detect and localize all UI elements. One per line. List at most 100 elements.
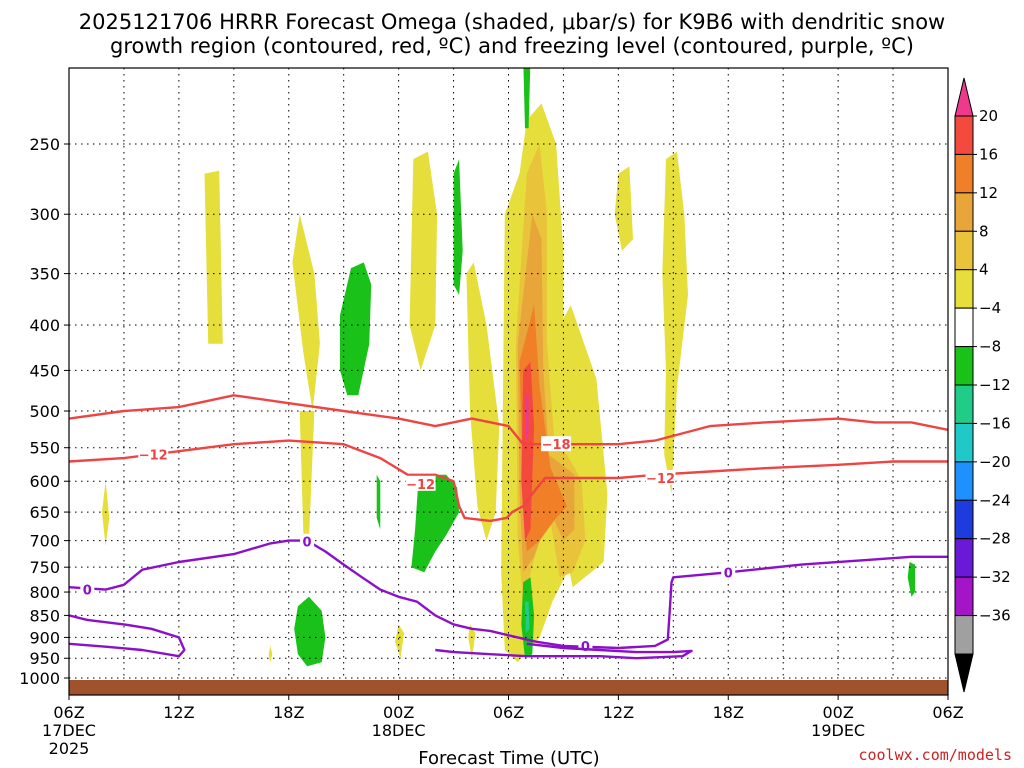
shade-4-6 bbox=[466, 262, 500, 541]
xtick-label-8: 06Z bbox=[932, 703, 963, 722]
colorbar-swatch-11 bbox=[954, 538, 974, 578]
red-minus-18-line bbox=[69, 394, 948, 446]
xtick-label-0: 06Z bbox=[53, 703, 84, 722]
colorbar-label-10: −24 bbox=[979, 491, 1011, 509]
omega-shading bbox=[102, 68, 915, 667]
chart-title-line1: 2025121706 HRRR Forecast Omega (shaded, … bbox=[79, 10, 945, 34]
ytick-label-300: 300 bbox=[29, 205, 60, 224]
shade-4-5 bbox=[409, 151, 438, 371]
purple-zero-label-bg bbox=[80, 581, 95, 597]
purple-zero-c-label: 0 bbox=[724, 566, 733, 581]
colorbar-swatch-5 bbox=[954, 307, 974, 348]
colorbar-swatch-6 bbox=[954, 346, 974, 386]
colorbar-swatch-13 bbox=[954, 615, 974, 655]
shade-4-12 bbox=[395, 624, 405, 659]
red-minus-12-b-label-bg bbox=[405, 475, 436, 491]
colorbar-bottom-arrow bbox=[954, 653, 974, 693]
colorbar-label-12: −32 bbox=[979, 568, 1011, 586]
colorbar-label-3: 8 bbox=[979, 222, 989, 240]
colorbar-swatch-0 bbox=[954, 115, 974, 155]
colorbar-label-8: −16 bbox=[979, 414, 1011, 432]
colorbar-label-5: −4 bbox=[979, 299, 1001, 317]
colorbar: 20 16 12 8 4 −4 −8 −12 −16 −20 −24 −28 −32 −36 bbox=[954, 77, 1011, 693]
xtick-label-7: 00Z bbox=[822, 703, 853, 722]
red-minus-12-c-label: −12 bbox=[646, 472, 675, 487]
shade-neg-4 bbox=[411, 474, 460, 573]
shade-4-10 bbox=[662, 151, 688, 494]
purple-zero-low-b-line bbox=[435, 642, 693, 660]
colorbar-label-11: −28 bbox=[979, 530, 1011, 548]
xtick-date-3: 18DEC bbox=[372, 721, 426, 740]
ytick-label-250: 250 bbox=[29, 135, 60, 154]
colorbar-swatch-2 bbox=[954, 192, 974, 232]
colorbar-swatch-9 bbox=[954, 461, 974, 501]
colorbar-top-arrow bbox=[954, 77, 974, 117]
ytick-label-650: 650 bbox=[29, 503, 60, 522]
colorbar-label-6: −8 bbox=[979, 338, 1001, 356]
ground-surface bbox=[69, 680, 948, 695]
colorbar-label-9: −20 bbox=[979, 453, 1011, 471]
xtick-date-0: 17DEC bbox=[42, 721, 96, 740]
ytick-label-500: 500 bbox=[29, 402, 60, 421]
shade-4-2 bbox=[292, 214, 320, 411]
ytick-label-700: 700 bbox=[29, 532, 60, 551]
shade-neg-2 bbox=[453, 159, 463, 295]
shade-24 bbox=[525, 395, 529, 441]
red-minus-18-label: −18 bbox=[542, 438, 571, 453]
xtick-date-7: 19DEC bbox=[811, 721, 865, 740]
colorbar-swatch-1 bbox=[954, 153, 974, 194]
colorbar-swatch-4 bbox=[954, 269, 974, 309]
purple-zero-line bbox=[69, 539, 948, 650]
shade-4-1 bbox=[204, 170, 223, 344]
ytick-label-950: 950 bbox=[29, 649, 60, 668]
x-axis-label: Forecast Time (UTC) bbox=[418, 748, 599, 768]
purple-zero-b-label-bg bbox=[300, 533, 315, 549]
xtick-label-2: 18Z bbox=[273, 703, 304, 722]
shade-4-3 bbox=[299, 411, 315, 541]
ytick-label-800: 800 bbox=[29, 583, 60, 602]
red-minus-12-label: −12 bbox=[139, 449, 168, 464]
xtick-label-4: 06Z bbox=[493, 703, 524, 722]
ytick-label-1000: 1000 bbox=[19, 669, 60, 688]
red-minus-12-c-label-bg bbox=[645, 470, 676, 486]
ytick-label-600: 600 bbox=[29, 472, 60, 491]
purple-zero-low-line bbox=[69, 614, 186, 658]
colorbar-label-1: 16 bbox=[979, 145, 998, 163]
ytick-label-850: 850 bbox=[29, 606, 60, 625]
purple-zero-b-label: 0 bbox=[303, 536, 312, 551]
ytick-label-750: 750 bbox=[29, 558, 60, 577]
red-minus-12-line bbox=[69, 439, 948, 523]
ytick-label-450: 450 bbox=[29, 361, 60, 380]
xtick-label-5: 12Z bbox=[603, 703, 634, 722]
shade-4-4 bbox=[102, 481, 110, 547]
ytick-label-400: 400 bbox=[29, 316, 60, 335]
red-minus-12-label-bg bbox=[138, 446, 169, 462]
colorbar-label-7: −12 bbox=[979, 376, 1011, 394]
purple-zero-c-label-bg bbox=[721, 564, 736, 580]
purple-zero-label: 0 bbox=[83, 584, 92, 599]
ytick-label-550: 550 bbox=[29, 439, 60, 458]
shade-neg-5 bbox=[376, 474, 381, 530]
site-credit: coolwx.com/models bbox=[858, 746, 1012, 764]
colorbar-swatch-8 bbox=[954, 422, 974, 463]
ytick-label-350: 350 bbox=[29, 265, 60, 284]
shade-neg-8 bbox=[907, 562, 915, 597]
colorbar-label-13: −36 bbox=[979, 607, 1011, 625]
chart-title-line2: growth region (contoured, red, ºC) and f… bbox=[110, 34, 914, 58]
colorbar-label-0: 20 bbox=[979, 107, 998, 125]
shade-neg-1 bbox=[523, 68, 531, 129]
shade-4-11 bbox=[468, 624, 476, 659]
colorbar-swatch-10 bbox=[954, 499, 974, 540]
ytick-label-900: 900 bbox=[29, 628, 60, 647]
colorbar-swatch-7 bbox=[954, 384, 974, 424]
xtick-label-3: 00Z bbox=[383, 703, 414, 722]
xtick-year-0: 2025 bbox=[49, 739, 90, 758]
red-minus-12-b-label: −12 bbox=[406, 478, 435, 493]
colorbar-swatch-12 bbox=[954, 576, 974, 617]
contour-lines: −18 −12 −12 −12 0 0 0 0 bbox=[69, 394, 948, 660]
purple-zero-low-label: 0 bbox=[581, 640, 590, 655]
shade-4-13 bbox=[268, 645, 273, 663]
xtick-label-6: 18Z bbox=[713, 703, 744, 722]
shade-4-9 bbox=[614, 166, 633, 251]
